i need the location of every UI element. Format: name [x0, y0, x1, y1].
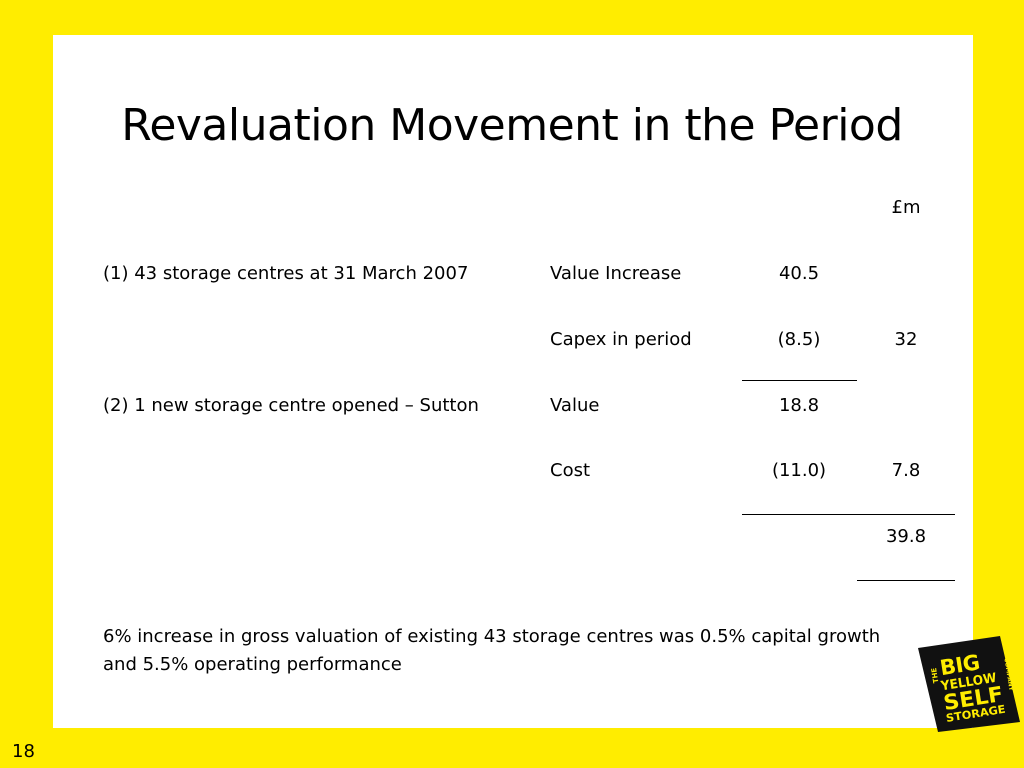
big-yellow-logo: THE BIG YELLOW SELF STORAGE COMPANY [918, 636, 1020, 732]
subtotal-rule-1 [742, 380, 857, 381]
unit-header: £m [891, 197, 921, 218]
grand-total: 39.8 [885, 526, 927, 547]
row-1-amount: 40.5 [778, 263, 820, 284]
row-2-amount: (8.5) [777, 329, 821, 350]
summary-note: 6% increase in gross valuation of existi… [103, 626, 881, 675]
row-2-label: Capex in period [550, 329, 692, 350]
row-1-label: Value Increase [550, 263, 682, 284]
row-4-subtotal: 7.8 [891, 460, 921, 481]
row-3-amount: 18.8 [778, 395, 820, 416]
row-2-subtotal: 32 [894, 329, 918, 350]
slide-panel [53, 35, 973, 728]
logo-word-the: THE [930, 667, 940, 684]
double-underline-rule [857, 580, 955, 581]
row-3-label: Value [550, 395, 600, 416]
page-number: 18 [12, 741, 35, 762]
row-4-amount: (11.0) [771, 460, 827, 481]
slide-title: Revaluation Movement in the Period [121, 100, 903, 151]
logo-badge-shape [918, 636, 1020, 732]
row-4-label: Cost [550, 460, 591, 481]
total-rule [742, 514, 955, 515]
row-3-description: (2) 1 new storage centre opened – Sutton [103, 395, 479, 416]
row-1-description: (1) 43 storage centres at 31 March 2007 [103, 263, 469, 284]
